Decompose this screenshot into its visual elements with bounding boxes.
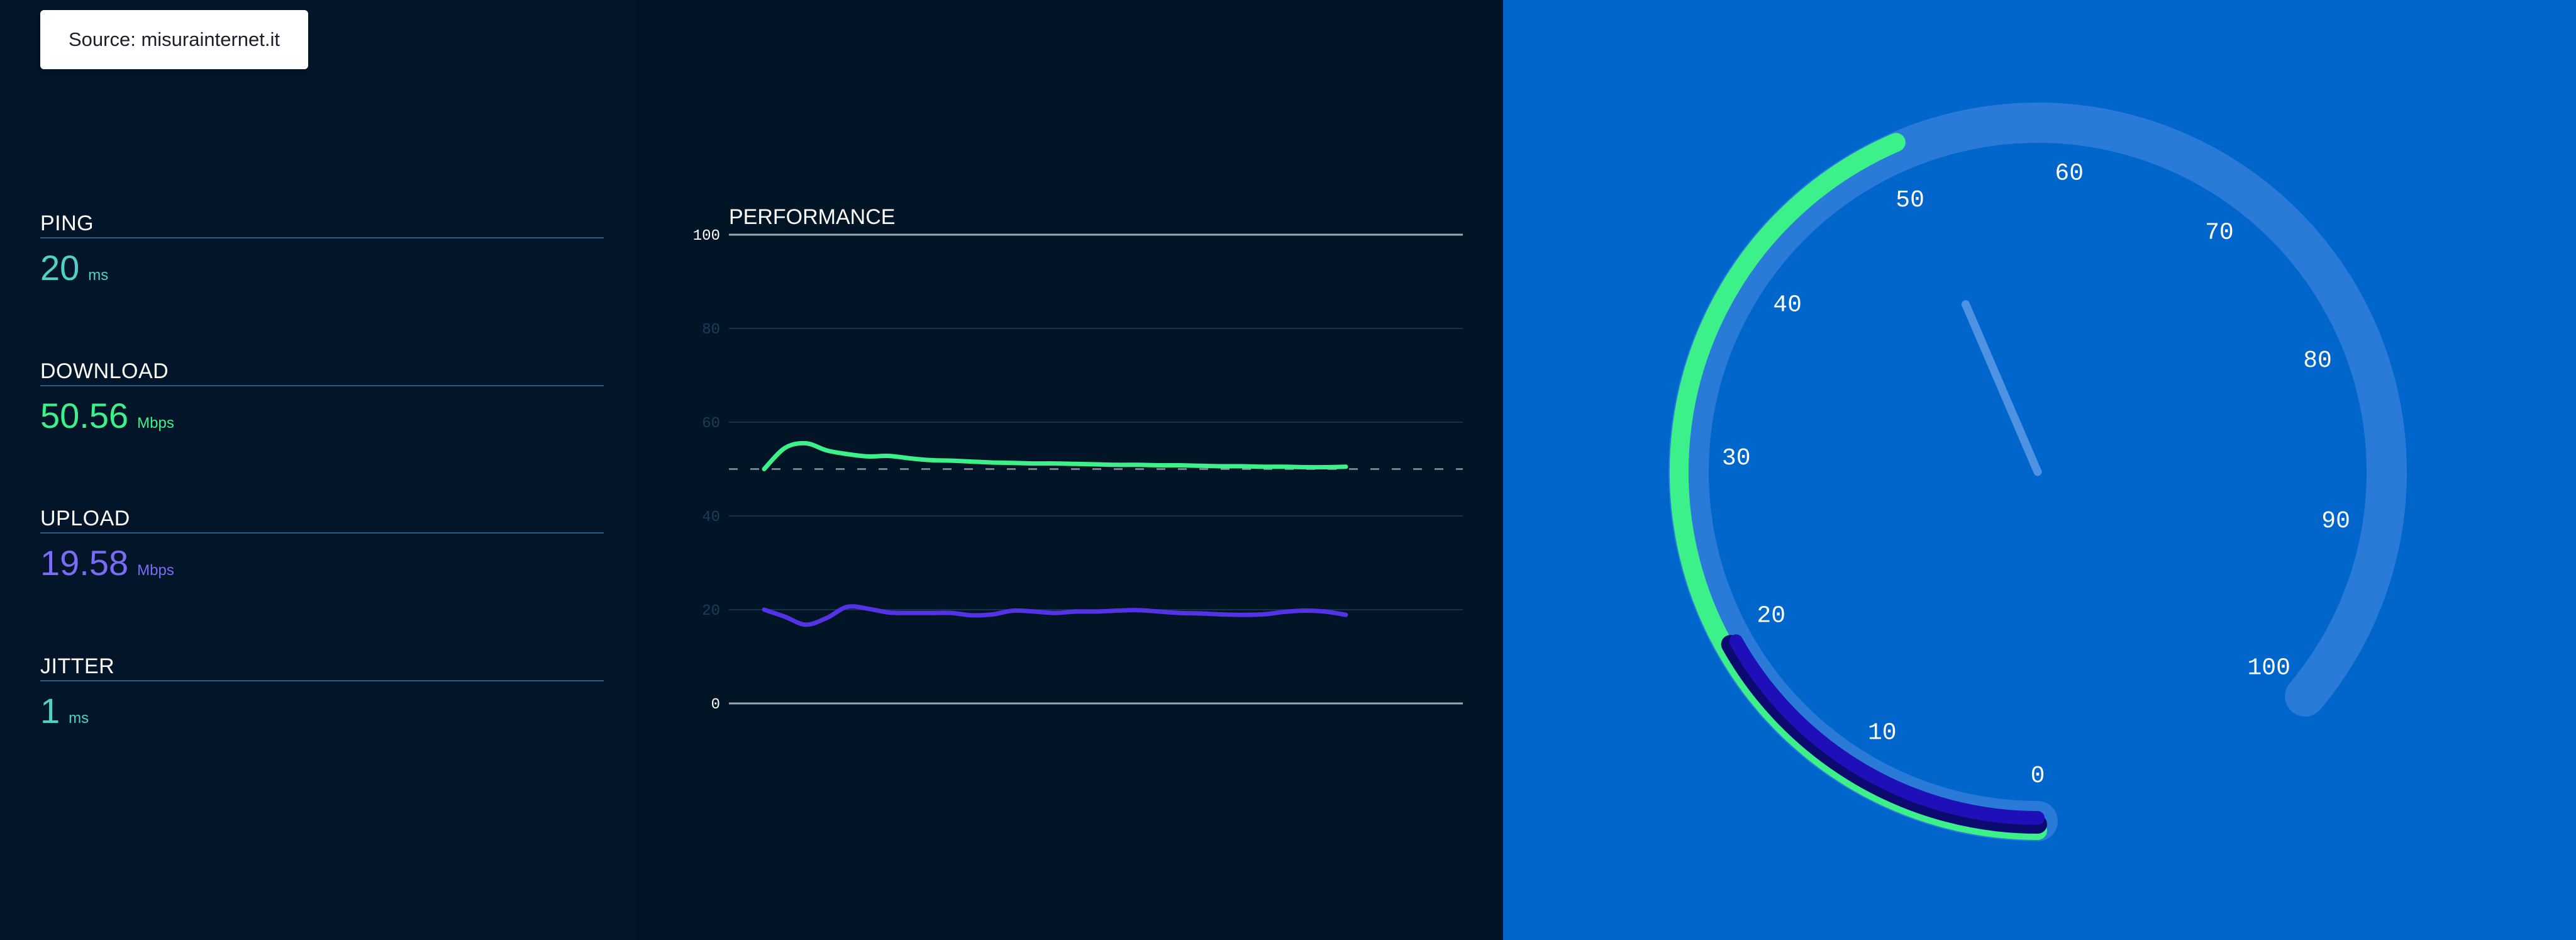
jitter-metric: JITTER 1 ms: [40, 654, 604, 731]
ping-metric: PING 20 ms: [40, 211, 604, 288]
gauge-tick-label: 60: [2055, 160, 2084, 187]
gauge-upload-arc: [1729, 634, 2045, 825]
download-label: DOWNLOAD: [40, 359, 604, 386]
gauge-tick-label: 20: [1757, 602, 1785, 629]
download-value: 50.56: [40, 396, 129, 435]
y-tick-label: 60: [702, 415, 720, 432]
gauge-tick-label: 70: [2205, 220, 2234, 247]
gauge-tick-label: 30: [1722, 445, 1751, 472]
y-tick-label: 100: [693, 228, 720, 245]
download-metric: DOWNLOAD 50.56 Mbps: [40, 359, 604, 436]
results-panel: [0, 0, 635, 940]
download-value-row: 50.56 Mbps: [40, 395, 604, 436]
ping-value-row: 20 ms: [40, 247, 604, 288]
jitter-label: JITTER: [40, 654, 604, 681]
gauge-tick-label: 40: [1773, 292, 1802, 319]
y-tick-label: 40: [702, 509, 720, 526]
download-series-line: [762, 440, 1348, 471]
gauge-tick-label: 100: [2247, 655, 2290, 682]
gauge-tick-label: 50: [1896, 187, 1924, 214]
gauge-tick-label: 0: [2031, 763, 2045, 790]
chart-title: PERFORMANCE: [729, 205, 895, 229]
download-unit: Mbps: [137, 415, 174, 432]
upload-value: 19.58: [40, 543, 129, 583]
ping-label: PING: [40, 211, 604, 238]
source-badge[interactable]: Source: misurainternet.it: [40, 10, 308, 69]
performance-panel: [635, 0, 1503, 940]
gauge-needle: [1962, 300, 2042, 476]
upload-metric: UPLOAD 19.58 Mbps: [40, 506, 604, 583]
gauge-tick-label: 10: [1868, 719, 1897, 746]
gauge-tick-label: 90: [2321, 508, 2350, 535]
y-tick-label: 0: [711, 697, 720, 713]
gauge-tick-label: 80: [2303, 347, 2332, 374]
performance-chart: PERFORMANCE 0 20 40 60 80 100: [693, 205, 1463, 713]
y-tick-label: 80: [702, 322, 720, 339]
jitter-value-row: 1 ms: [40, 690, 604, 731]
ping-value: 20: [40, 248, 80, 288]
upload-label: UPLOAD: [40, 506, 604, 534]
ping-unit: ms: [88, 267, 109, 284]
jitter-unit: ms: [69, 710, 89, 727]
gauge-download-arc: [1669, 133, 2047, 840]
upload-value-row: 19.58 Mbps: [40, 542, 604, 583]
upload-unit: Mbps: [137, 562, 174, 579]
jitter-value: 1: [40, 691, 60, 730]
y-tick-label: 20: [702, 603, 720, 620]
upload-series-line: [762, 604, 1348, 627]
